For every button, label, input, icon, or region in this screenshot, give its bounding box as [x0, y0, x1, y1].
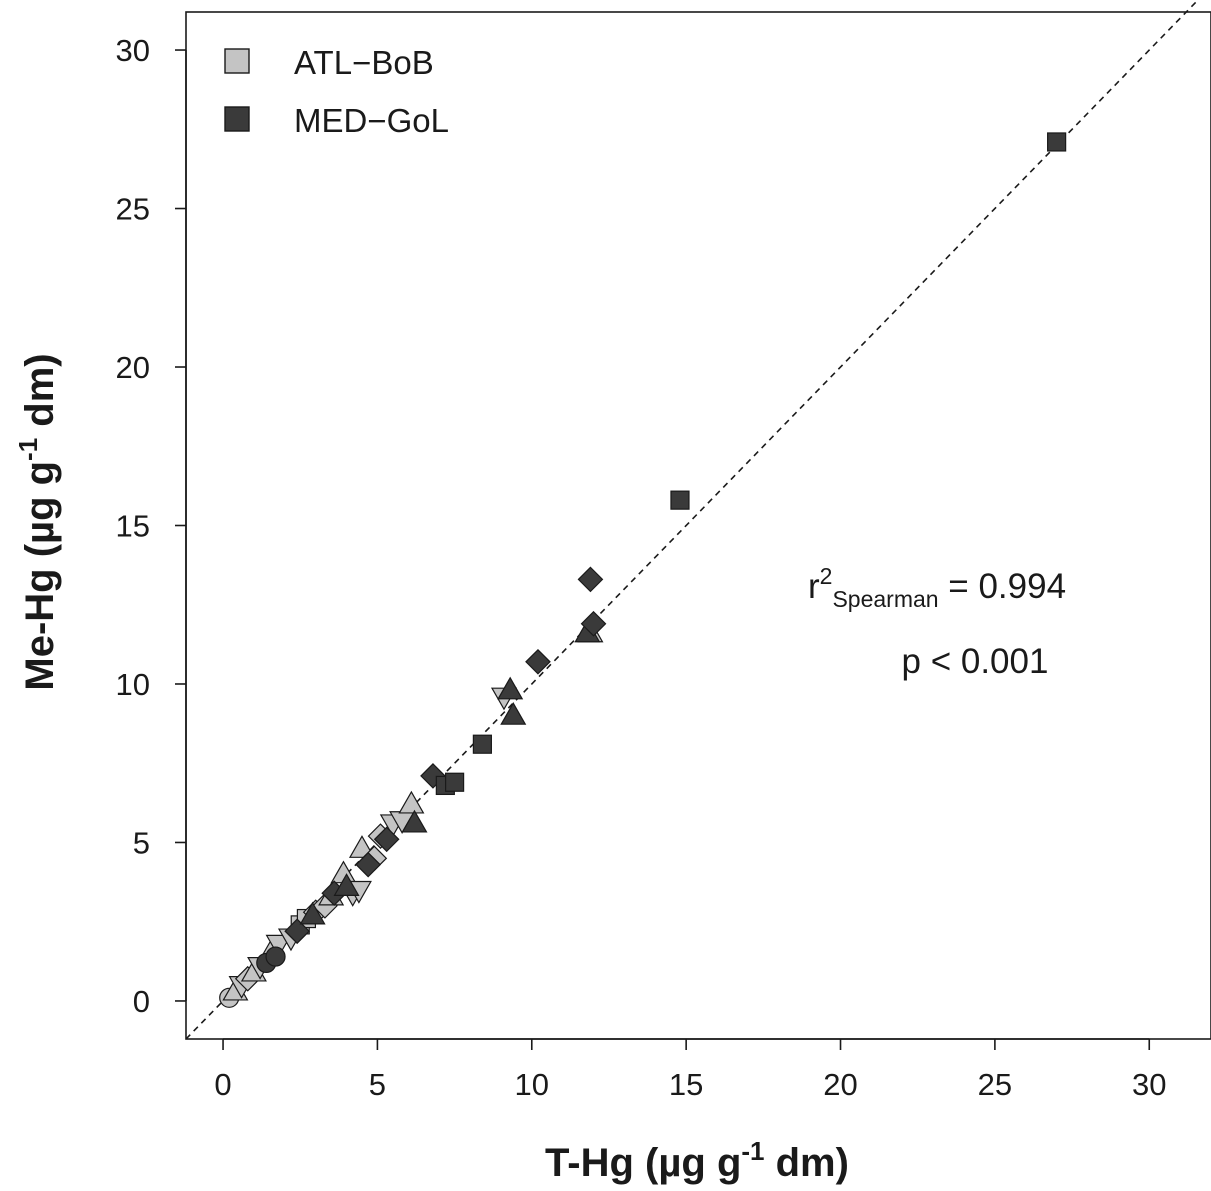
y-axis-title-superscript: -1 [13, 438, 43, 461]
x-axis-title: T-Hg (µg g-1 dm) [545, 1136, 849, 1185]
legend-label-atl-bob: ATL−BoB [294, 44, 434, 81]
y-tick-label: 25 [116, 192, 150, 227]
y-axis-title-rest: dm) [18, 353, 62, 437]
x-tick-label: 15 [669, 1067, 703, 1102]
x-tick-label: 25 [978, 1067, 1012, 1102]
spearman-r-squared: r2Spearman = 0.994 [808, 563, 1066, 612]
y-tick-label: 15 [116, 509, 150, 544]
plot-frame [185, 11, 1211, 1040]
point-med-gol-triangle-up [299, 901, 326, 925]
point-med-gol-diamond [577, 566, 604, 593]
y-tick-label: 5 [133, 825, 150, 860]
r-base: r [808, 567, 820, 606]
x-tick-label: 0 [214, 1067, 231, 1102]
point-med-gol-triangle-up [333, 873, 360, 896]
p-value: p < 0.001 [902, 642, 1049, 681]
y-tick-label: 0 [133, 984, 150, 1019]
point-med-gol-diamond [284, 918, 310, 945]
x-tick-label: 10 [515, 1067, 549, 1102]
legend-label-med-gol: MED−GoL [294, 102, 449, 139]
legend-swatch-med-gol [224, 106, 250, 132]
point-med-gol-circle [265, 946, 286, 967]
y-tick-label: 20 [116, 350, 150, 385]
point-med-gol-square [444, 772, 465, 792]
point-med-gol-triangle-up [497, 676, 524, 700]
x-axis-title-superscript: -1 [741, 1136, 764, 1166]
point-med-gol-diamond [355, 851, 382, 878]
x-axis-title-main: T-Hg (µg g [545, 1141, 741, 1185]
point-med-gol-square [1047, 132, 1067, 152]
r-value: = 0.994 [939, 567, 1066, 606]
point-med-gol-diamond [580, 610, 607, 637]
r-subscript: Spearman [832, 586, 938, 612]
legend: ATL−BoB MED−GoL [224, 44, 449, 139]
point-med-gol-square [670, 490, 690, 510]
point-med-gol-diamond [373, 826, 400, 853]
y-axis-title: Me-Hg (µg g-1 dm) [13, 353, 62, 690]
point-med-gol-triangle-up [401, 809, 428, 833]
x-axis-title-rest: dm) [765, 1141, 849, 1185]
point-med-gol-square [472, 734, 492, 754]
correlation-annotation: r2Spearman = 0.994 p < 0.001 [808, 563, 1066, 681]
y-axis: 0 5 10 15 20 25 30 [116, 33, 187, 1019]
y-tick-label: 10 [116, 667, 150, 702]
point-atl-bob-triangle-up [398, 790, 425, 814]
data-points [219, 132, 1067, 1008]
r-superscript: 2 [820, 563, 833, 589]
legend-swatch-atl-bob [224, 48, 250, 74]
point-atl-bob-triangle-down [265, 934, 292, 958]
x-tick-label: 20 [823, 1067, 857, 1102]
x-axis: 0 5 10 15 20 25 30 [214, 1038, 1166, 1102]
point-med-gol-triangle-up [500, 701, 527, 725]
x-tick-label: 30 [1132, 1067, 1166, 1102]
point-med-gol-diamond [525, 648, 551, 675]
x-tick-label: 5 [369, 1067, 386, 1102]
y-axis-title-main: Me-Hg (µg g [18, 461, 62, 691]
y-tick-label: 30 [116, 33, 150, 68]
